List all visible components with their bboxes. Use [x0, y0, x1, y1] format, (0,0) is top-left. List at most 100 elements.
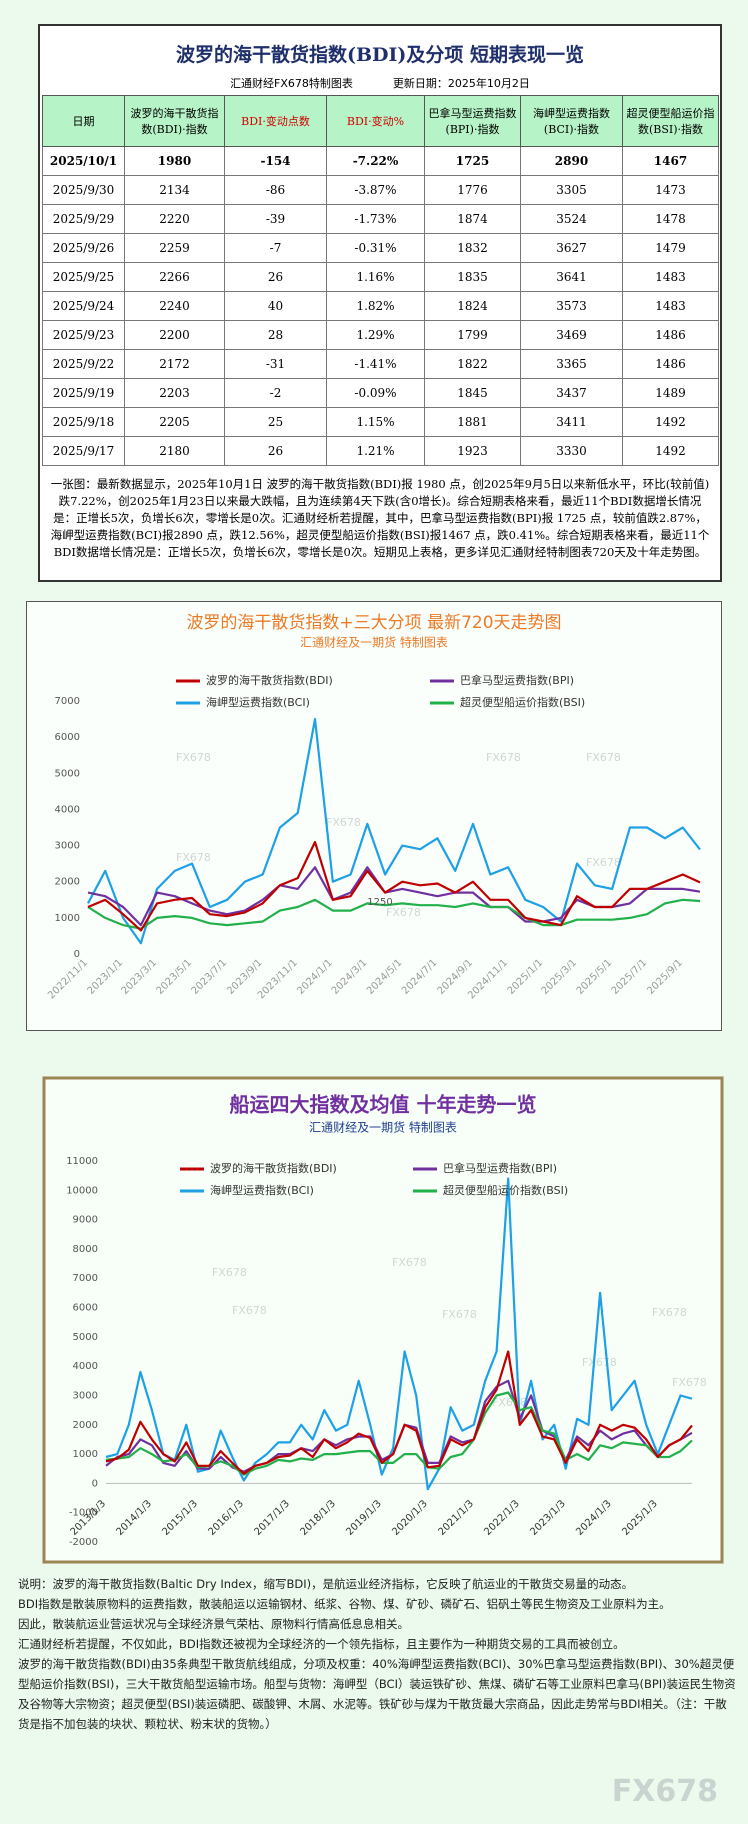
- table-cell: 1486: [622, 320, 719, 350]
- y-tick-label: -2000: [69, 1537, 98, 1548]
- y-tick-label: 10000: [66, 1185, 98, 1196]
- chart-subtitle: 汇通财经及一期货 特制图表: [300, 635, 448, 650]
- chart-subtitle: 汇通财经及一期货 特制图表: [309, 1120, 457, 1135]
- table-cell: -2: [224, 378, 327, 408]
- table-cell: 1822: [424, 349, 521, 379]
- y-tick-label: 3000: [73, 1390, 98, 1401]
- y-tick-label: 6000: [55, 732, 80, 743]
- chart-frame: [42, 1076, 724, 1564]
- table-cell: 3411: [520, 407, 623, 437]
- table-cell: 3573: [520, 291, 623, 321]
- table-cell: 1486: [622, 349, 719, 379]
- table-cell: 1467: [622, 146, 719, 176]
- y-tick-label: 1000: [73, 1449, 98, 1460]
- table-subtitle: 汇通财经FX678特制图表 更新日期：2025年10月2日: [40, 75, 720, 91]
- annotation: 1250: [367, 897, 392, 908]
- y-tick-label: 0: [92, 1478, 98, 1489]
- table-cell: 1492: [622, 436, 719, 466]
- table-cell: 1.82%: [326, 291, 425, 321]
- series-line: [105, 1177, 693, 1491]
- updated: 更新日期：2025年10月2日: [392, 77, 530, 90]
- y-tick-label: 7000: [55, 696, 80, 707]
- table-row: 2025/10/1 1980 -154 -7.22% 1725 2890 1467: [42, 146, 719, 176]
- table-cell: 2203: [124, 378, 225, 408]
- table-cell: 3437: [520, 378, 623, 408]
- table-cell: 25: [224, 407, 327, 437]
- table-cell: 40: [224, 291, 327, 321]
- table-cell: 1824: [424, 291, 521, 321]
- table-cell: 1473: [622, 175, 719, 205]
- header-row: 日期 波罗的海干散货指数(BDI)·指数 BDI·变动点数 BDI·变动% 巴拿马型运费…: [42, 95, 719, 147]
- table-cell: 2172: [124, 349, 225, 379]
- header-cell: 巴拿马型运费指数(BPI)·指数: [424, 95, 521, 147]
- y-tick-label: 9000: [73, 1215, 98, 1226]
- y-tick-label: 6000: [73, 1303, 98, 1314]
- note: 说明：波罗的海干散货指数(Baltic Dry Index，缩写BDI)，是航运…: [18, 1577, 634, 1591]
- y-tick-label: 0: [74, 949, 80, 960]
- table-cell: 2134: [124, 175, 225, 205]
- table-cell: 1.29%: [326, 320, 425, 350]
- series-line: [87, 898, 701, 930]
- table-row: 2025/9/26 2259 -7 -0.31% 1832 3627 1479: [42, 233, 719, 263]
- table-cell: -1.41%: [326, 349, 425, 379]
- y-tick-label: -1000: [69, 1508, 98, 1519]
- table-cell: 26: [224, 262, 327, 292]
- y-tick-label: 2000: [73, 1420, 98, 1431]
- series-line: [87, 718, 701, 945]
- table-cell: 1845: [424, 378, 521, 408]
- legend-label: 超灵便型船运价指数(BSI): [460, 695, 585, 709]
- table-row: 2025/9/17 2180 26 1.21% 1923 3330 1492: [42, 436, 719, 466]
- legend-label: 超灵便型船运价指数(BSI): [443, 1183, 568, 1197]
- header-cell: 超灵便型船运价指数(BSI)·指数: [622, 95, 719, 147]
- table-cell: 3524: [520, 204, 623, 234]
- table-cell: 2025/9/22: [42, 349, 125, 379]
- y-tick-label: 2000: [55, 877, 80, 888]
- table-row: 2025/9/30 2134 -86 -3.87% 1776 3305 1473: [42, 175, 719, 205]
- table-cell: 3330: [520, 436, 623, 466]
- table-cell: -154: [224, 146, 327, 176]
- table-cell: 2025/9/23: [42, 320, 125, 350]
- notes: 说明：波罗的海干散货指数(Baltic Dry Index，缩写BDI)，是航运…: [18, 1574, 738, 1734]
- chart-title: 船运四大指数及均值 十年走势一览: [230, 1093, 537, 1117]
- note: 因此，散装航运业营运状况与全球经济景气荣枯、原物料行情高低息息相关。: [18, 1617, 409, 1631]
- table-cell: -31: [224, 349, 327, 379]
- table-cell: -39: [224, 204, 327, 234]
- table-row: 2025/9/19 2203 -2 -0.09% 1845 3437 1489: [42, 378, 719, 408]
- table-row: 2025/9/18 2205 25 1.15% 1881 3411 1492: [42, 407, 719, 437]
- table-row: 2025/9/24 2240 40 1.82% 1824 3573 1483: [42, 291, 719, 321]
- table-cell: 26: [224, 436, 327, 466]
- table-cell: 3627: [520, 233, 623, 263]
- table-cell: 1489: [622, 378, 719, 408]
- table-cell: 2025/9/19: [42, 378, 125, 408]
- header-cell: BDI·变动%: [326, 95, 425, 147]
- table-cell: 2205: [124, 407, 225, 437]
- table-cell: 1980: [124, 146, 225, 176]
- table-cell: -1.73%: [326, 204, 425, 234]
- chart-panel: FX678 FX678 FX678 FX678 FX678 FX678 FX678 FX678…: [42, 1076, 724, 1564]
- y-tick-label: 8000: [73, 1244, 98, 1255]
- watermark: FX678: [582, 1356, 617, 1369]
- table-cell: -86: [224, 175, 327, 205]
- y-tick-label: 5000: [73, 1332, 98, 1343]
- note: 汇通财经析若提醒，不仅如此，BDI指数还被视为全球经济的一个领先指标，且主要作为…: [18, 1637, 625, 1651]
- chart-panel: FX678 FX678 FX678 FX678 FX678 FX678 FX678 波罗的海干…: [26, 601, 722, 1031]
- table-cell: 1832: [424, 233, 521, 263]
- series-line: [87, 840, 701, 932]
- table-cell: 1776: [424, 175, 521, 205]
- series-line: [105, 1350, 693, 1475]
- table-row: 2025/9/29 2220 -39 -1.73% 1874 3524 1478: [42, 204, 719, 234]
- legend-label: 波罗的海干散货指数(BDI): [210, 1161, 337, 1175]
- table-cell: 2025/10/1: [42, 146, 125, 176]
- table-cell: 2025/9/18: [42, 407, 125, 437]
- table-cell: 1478: [622, 204, 719, 234]
- watermark: FX678: [672, 1376, 707, 1389]
- legend-label: 海岬型运费指数(BCI): [206, 695, 310, 709]
- table-row: 2025/9/25 2266 26 1.16% 1835 3641 1483: [42, 262, 719, 292]
- table-cell: 2025/9/29: [42, 204, 125, 234]
- table: 日期 波罗的海干散货指数(BDI)·指数 BDI·变动点数 BDI·变动% 巴拿马型运费…: [42, 95, 719, 466]
- header-cell: 波罗的海干散货指数(BDI)·指数: [124, 95, 225, 147]
- table-cell: 2890: [520, 146, 623, 176]
- y-tick-label: 1000: [55, 913, 80, 924]
- chart-frame: [26, 601, 722, 1031]
